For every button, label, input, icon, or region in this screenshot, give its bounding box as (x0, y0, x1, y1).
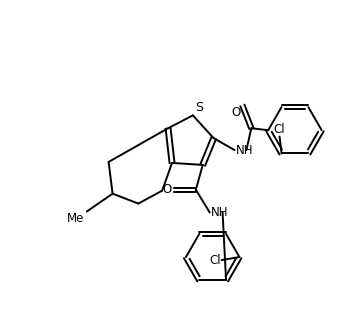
Text: Cl: Cl (274, 122, 285, 135)
Text: Me: Me (67, 212, 84, 225)
Text: NH: NH (235, 144, 253, 157)
Text: O: O (163, 183, 172, 196)
Text: NH: NH (211, 206, 228, 219)
Text: S: S (195, 101, 203, 114)
Text: O: O (231, 106, 240, 119)
Text: Cl: Cl (209, 254, 221, 267)
